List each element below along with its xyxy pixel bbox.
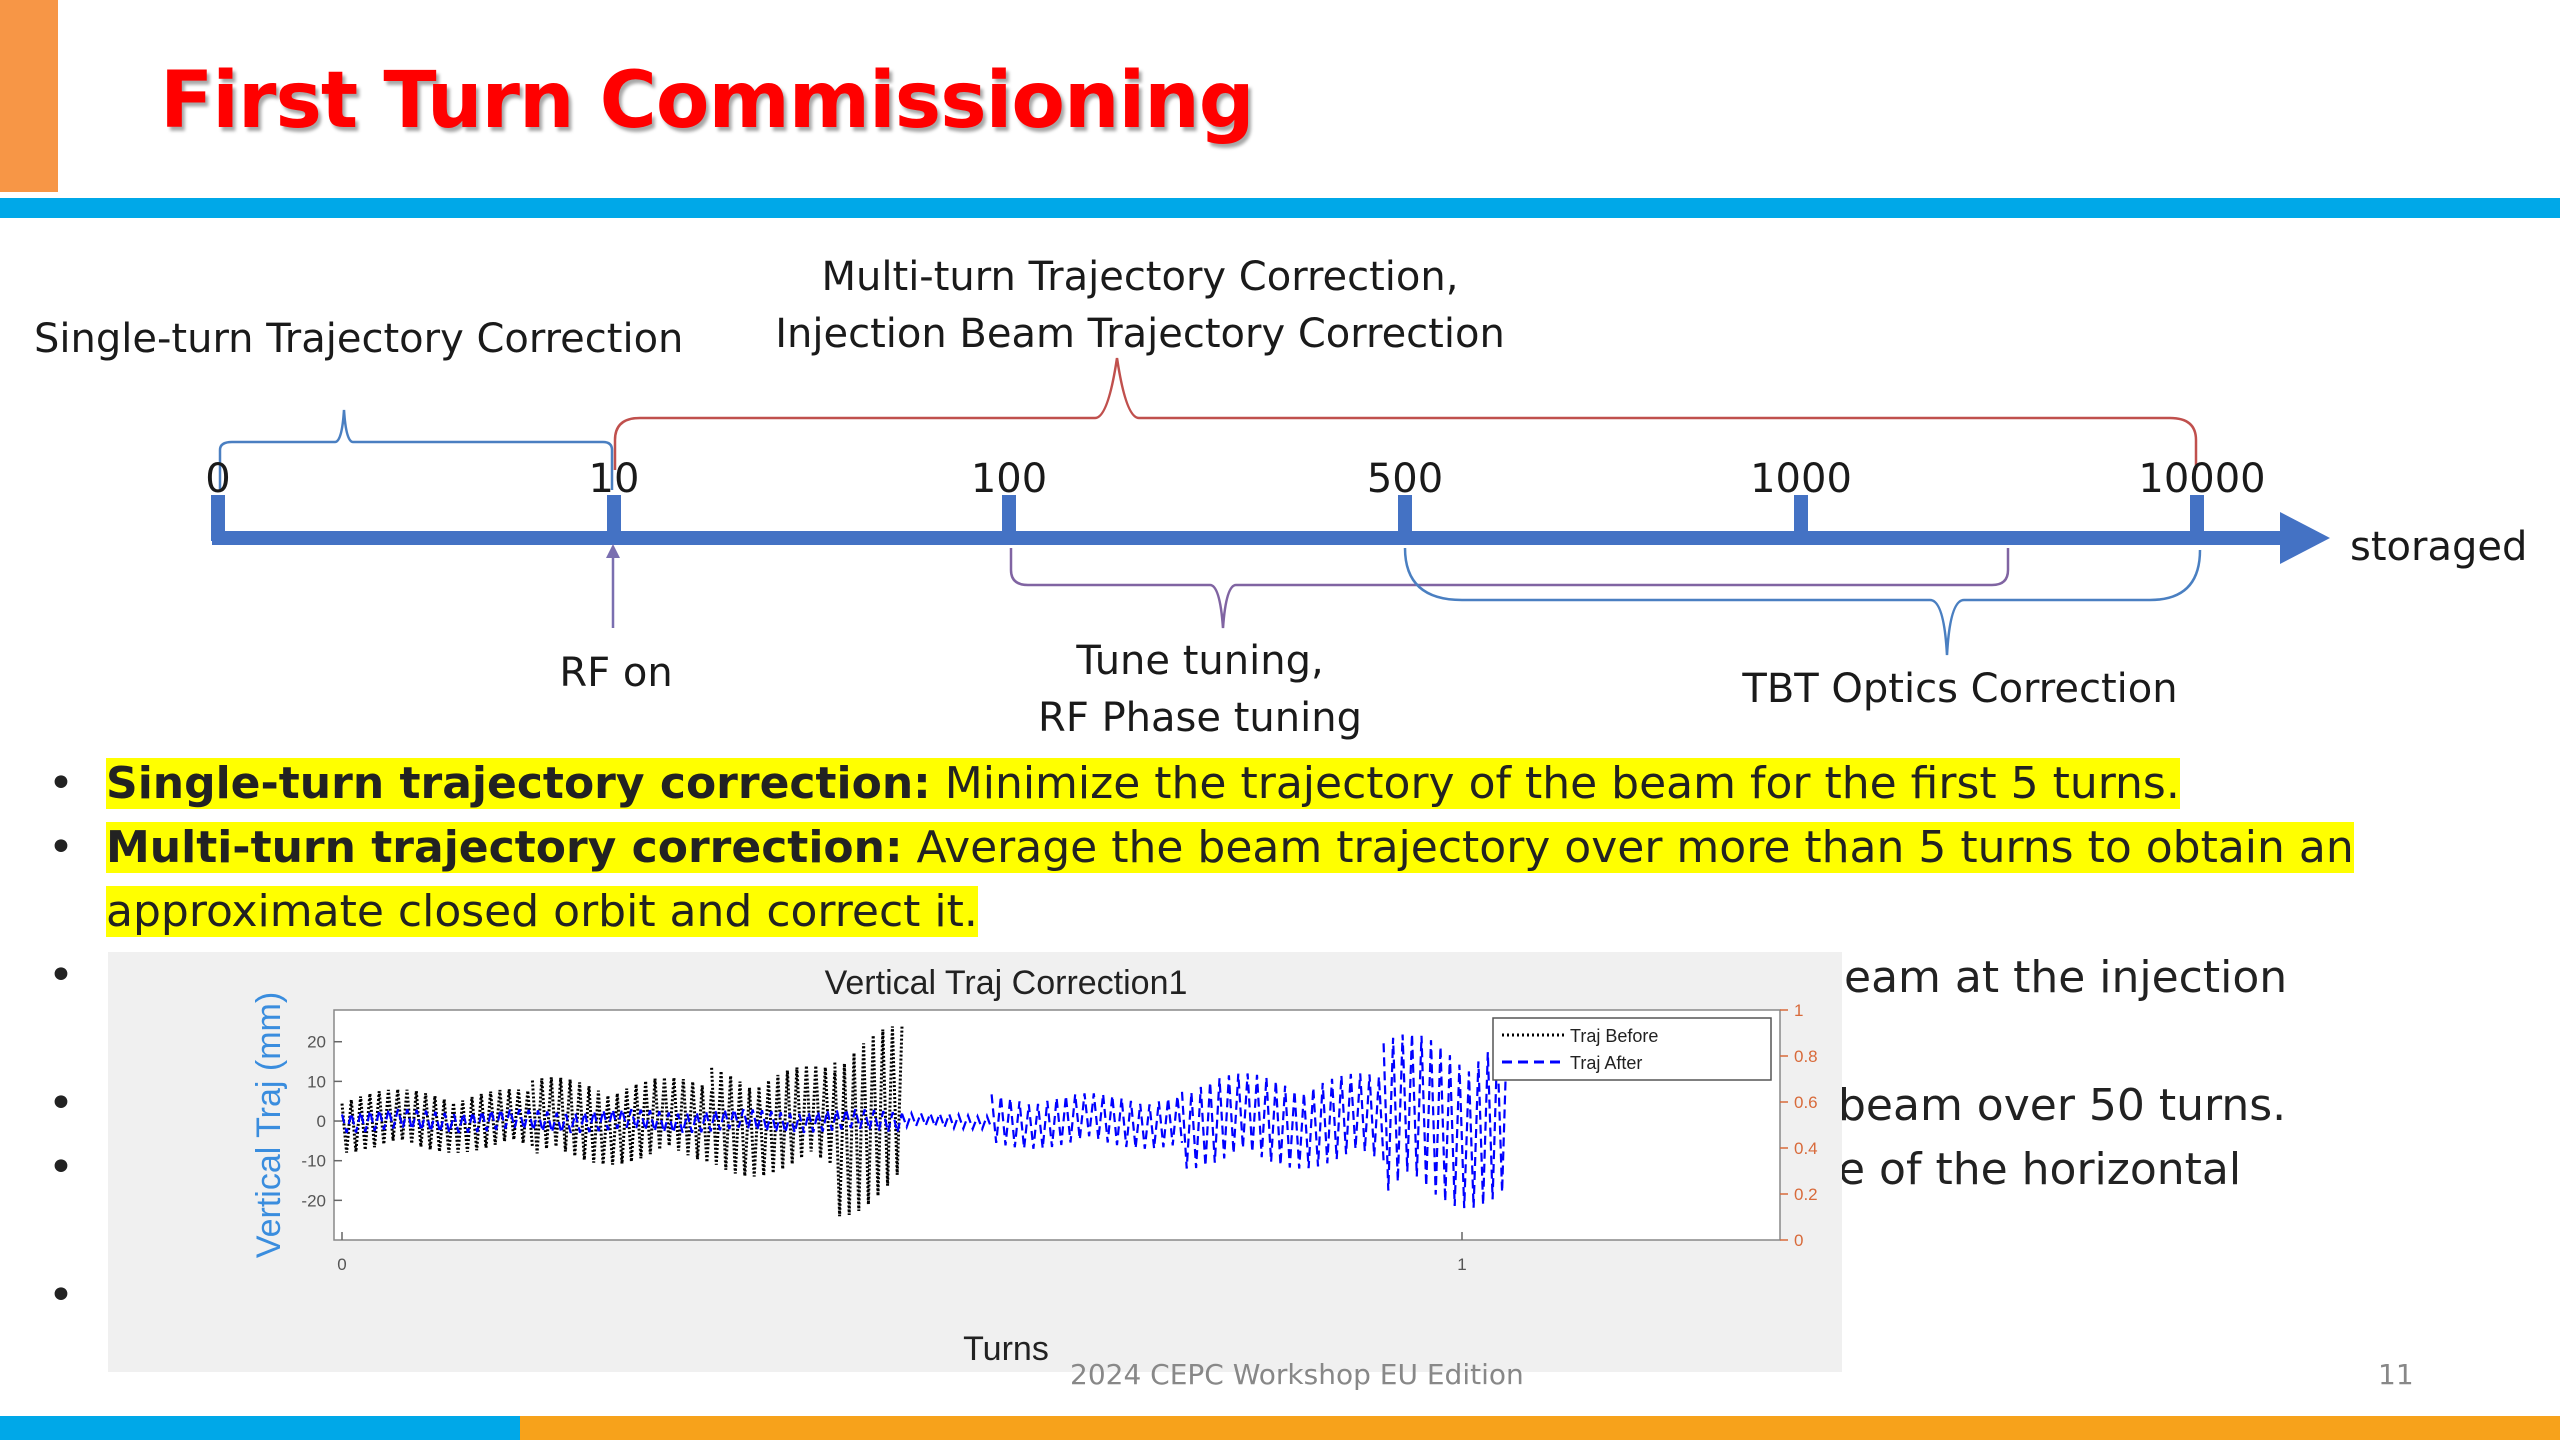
bullet-multi-turn: Multi-turn trajectory correction: Averag… [48, 816, 2448, 944]
brace-tbt [1403, 547, 2202, 656]
x-tick-label-1: 1 [1457, 1255, 1466, 1274]
bullet-multi-turn-text: Average the beam trajectory over more th… [106, 822, 2354, 937]
label-multi-turn-2: Injection Beam Trajectory Correction [775, 311, 1505, 357]
tick-mark-500 [1398, 495, 1412, 541]
page-title: First Turn Commissioning [160, 56, 1255, 146]
timeline-end-label: storaged [2350, 524, 2527, 570]
brace-tune [1009, 548, 2010, 629]
label-tbt: TBT Optics Correction [1741, 666, 2177, 712]
series-traj-before-segment-2 [710, 1065, 837, 1177]
tick-mark-0 [211, 495, 225, 541]
series-traj-after-segment-0 [340, 1108, 904, 1134]
brace-multi-turn [613, 357, 2198, 470]
tick-mark-1000 [1794, 495, 1808, 541]
series-traj-before-segment-1 [530, 1077, 714, 1165]
series-traj-before-segment-0 [340, 1089, 534, 1153]
hidden-bullet-3: • [48, 950, 74, 1001]
bullet-single-turn-term: Single-turn trajectory correction: [106, 758, 931, 809]
page-number: 11 [2378, 1358, 2414, 1391]
hidden-bullet-5: • [48, 1142, 74, 1193]
footer-bar-blue [0, 1416, 520, 1440]
tick-label-0: 0 [205, 456, 230, 502]
series-traj-after-segment-1 [900, 1109, 993, 1133]
chart-title: Vertical Traj Correction1 [825, 964, 1188, 1002]
bullet-list: Single-turn trajectory correction: Minim… [48, 752, 2448, 944]
y2-tick-label-1: 0.8 [1794, 1047, 1818, 1066]
footer-event: 2024 CEPC Workshop EU Edition [1070, 1358, 1524, 1391]
series-layer [340, 1026, 1508, 1217]
label-tune-2: RF Phase tuning [1038, 695, 1362, 741]
tick-mark-10000 [2190, 495, 2204, 541]
timeline-diagram: 0 10 100 500 1000 10000 storaged Single-… [34, 254, 2527, 741]
series-traj-after-segment-3 [1180, 1073, 1385, 1169]
y-tick-label-0: 20 [307, 1033, 326, 1052]
chart-legend: Traj Before Traj After [1492, 1017, 1772, 1081]
tick-label-500: 500 [1367, 456, 1443, 502]
label-single-turn: Single-turn Trajectory Correction [34, 316, 683, 362]
tick-label-10: 10 [589, 456, 640, 502]
y-tick-label-2: 0 [317, 1112, 326, 1131]
y2-tick-label-3: 0.4 [1794, 1139, 1818, 1158]
bullet-multi-turn-term: Multi-turn trajectory correction: [106, 822, 903, 873]
label-tune-1: Tune tuning, [1075, 638, 1323, 684]
y2-tick-label-5: 0 [1794, 1231, 1803, 1250]
tick-label-1000: 1000 [1750, 456, 1852, 502]
tick-label-100: 100 [971, 456, 1047, 502]
x-axis-label: Turns [963, 1330, 1049, 1368]
rf-on-arrowhead [606, 544, 620, 558]
tick-label-10000: 10000 [2138, 456, 2265, 502]
bullet-single-turn: Single-turn trajectory correction: Minim… [48, 752, 2448, 816]
brace-single-turn [218, 409, 614, 490]
series-traj-after-segment-4 [1382, 1033, 1508, 1209]
legend-label-after: Traj After [1570, 1053, 1642, 1073]
bullet-single-turn-text: Minimize the trajectory of the beam for … [930, 758, 2180, 809]
footer-bar-orange [520, 1416, 2560, 1440]
y-axis: 20 10 0 -10 -20 [301, 1033, 342, 1210]
legend-box [1492, 1017, 1772, 1081]
hidden-bullet-4: • [48, 1078, 74, 1129]
y-tick-label-3: -10 [301, 1152, 326, 1171]
x-tick-label-0: 0 [337, 1255, 346, 1274]
tick-mark-100 [1002, 495, 1016, 541]
tick-mark-10 [607, 495, 621, 541]
legend-label-before: Traj Before [1570, 1026, 1658, 1046]
y2-tick-label-2: 0.6 [1794, 1093, 1818, 1112]
y-axis-label: Vertical Traj (mm) [250, 992, 288, 1258]
header-divider [0, 198, 2560, 218]
partial-line-3: e of the horizontal [1838, 1144, 2242, 1195]
label-rf-on: RF on [559, 650, 672, 696]
label-multi-turn-1: Multi-turn Trajectory Correction, [822, 254, 1459, 300]
accent-block [0, 0, 58, 192]
timeline-arrowhead [2280, 512, 2330, 564]
hidden-bullet-6: • [48, 1270, 74, 1321]
series-traj-before-segment-3 [833, 1026, 904, 1217]
y-tick-label-1: 10 [307, 1072, 326, 1091]
partial-line-2: beam over 50 turns. [1838, 1080, 2287, 1131]
y2-tick-label-0: 1 [1794, 1001, 1803, 1020]
y-tick-label-4: -20 [301, 1191, 326, 1210]
y2-axis: 1 0.8 0.6 0.4 0.2 0 [1780, 1001, 1818, 1250]
y2-tick-label-4: 0.2 [1794, 1185, 1818, 1204]
series-traj-after-segment-2 [990, 1093, 1184, 1149]
partial-line-1: eam at the injection [1844, 952, 2288, 1003]
